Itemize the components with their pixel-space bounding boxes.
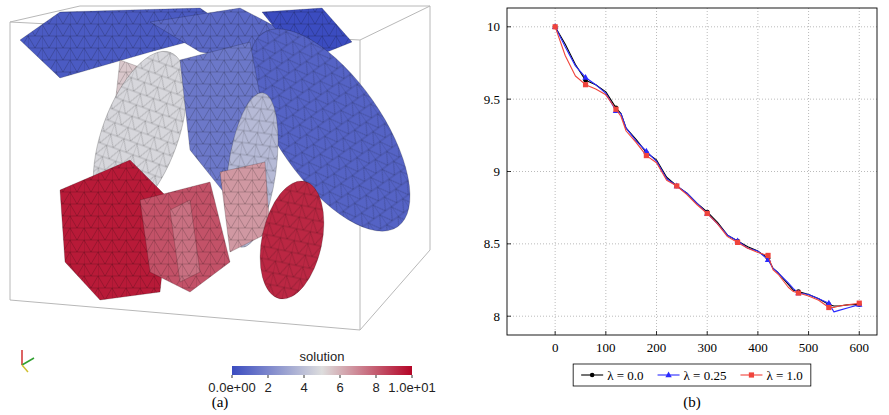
colorbar-tick-label: 0.0e+00 <box>208 380 255 395</box>
x-tick <box>707 331 708 335</box>
x-tick-label: 300 <box>697 340 717 355</box>
series-marker <box>796 290 801 295</box>
series-marker <box>583 82 588 87</box>
y-tick-label: 9 <box>494 164 501 179</box>
axis-glyph <box>22 365 28 372</box>
grid-line <box>808 8 809 335</box>
colorbar-label: solution <box>300 349 345 364</box>
colorbar-tick-label: 6 <box>336 380 343 395</box>
series-marker <box>856 301 862 307</box>
colorbar-tick <box>376 375 377 378</box>
panel-label: (a) <box>212 394 229 411</box>
series-marker <box>735 240 740 245</box>
series-marker <box>552 23 558 29</box>
x-tick <box>757 331 758 335</box>
grid-line <box>707 8 708 335</box>
mesh-panel: solution 0.0e+00 2 4 6 8 1.0e+01 (a) <box>10 4 440 411</box>
series-marker <box>674 182 680 188</box>
legend-label: λ = 0.25 <box>684 368 727 383</box>
series-marker <box>582 74 588 80</box>
figure: solution 0.0e+00 2 4 6 8 1.0e+01 (a) 0 100 200 300 4… <box>0 0 889 415</box>
legend-item: λ = 0.0 <box>581 368 643 383</box>
series-marker <box>613 107 618 112</box>
series-marker <box>826 305 831 310</box>
axis-glyph <box>22 358 34 365</box>
line-panel: 010020030040050060088.599.510λ = 0.0λ = … <box>484 8 877 411</box>
x-tick <box>808 331 809 335</box>
fracture-mesh <box>250 175 334 305</box>
y-tick <box>507 171 511 172</box>
y-tick-label: 10 <box>487 19 500 34</box>
y-tick <box>507 99 511 100</box>
colorbar-tick <box>340 375 341 378</box>
legend-item: λ = 1.0 <box>740 368 802 383</box>
series-line <box>555 27 859 306</box>
colorbar-tick-label: 4 <box>300 380 307 395</box>
plot-area <box>507 8 877 335</box>
legend-item: λ = 0.25 <box>658 368 727 383</box>
series-line <box>555 27 859 308</box>
axis-glyph <box>21 350 23 365</box>
y-tick <box>507 26 511 27</box>
x-tick-label: 500 <box>799 340 819 355</box>
fracture <box>250 175 334 305</box>
colorbar-tick <box>268 375 269 378</box>
series-marker <box>765 253 770 258</box>
colorbar-tick <box>232 375 233 378</box>
grid-line <box>507 243 877 244</box>
legend-marker <box>749 372 754 377</box>
colorbar <box>232 366 412 375</box>
grid-line <box>507 99 877 100</box>
grid-line <box>507 26 877 27</box>
colorbar-tick-label: 2 <box>264 380 271 395</box>
y-tick-label: 9.5 <box>484 92 500 107</box>
series-marker <box>857 301 862 306</box>
series-marker <box>705 211 710 216</box>
x-tick-label: 200 <box>647 340 667 355</box>
grid-line <box>757 8 758 335</box>
series-group <box>552 23 863 312</box>
fracture-mesh <box>170 200 200 282</box>
orientation-axes <box>22 350 34 372</box>
fracture <box>170 200 200 282</box>
colorbar-tick-label: 1.0e+01 <box>388 380 435 395</box>
series-line <box>555 27 859 312</box>
grid-line <box>507 171 877 172</box>
x-tick-label: 400 <box>748 340 768 355</box>
series-marker <box>674 183 679 188</box>
series-marker <box>644 153 649 158</box>
series-marker <box>674 184 679 189</box>
colorbar-tick <box>412 375 413 378</box>
colorbar-tick-label: 8 <box>372 380 379 395</box>
series-marker <box>795 290 801 296</box>
series-marker <box>553 25 558 30</box>
legend-label: λ = 1.0 <box>766 368 802 383</box>
x-tick <box>859 331 860 335</box>
fracture-mesh <box>140 182 230 292</box>
y-tick-label: 8.5 <box>484 236 500 251</box>
legend-marker <box>665 372 671 378</box>
series-marker <box>826 300 832 306</box>
series-marker <box>553 24 558 29</box>
grid-line <box>507 316 877 317</box>
colorbar-tick <box>304 375 305 378</box>
y-tick <box>507 243 511 244</box>
x-tick-label: 600 <box>850 340 870 355</box>
x-tick <box>555 331 556 335</box>
legend-box <box>573 364 811 386</box>
legend-label: λ = 0.0 <box>607 368 643 383</box>
plot-frame <box>507 8 877 335</box>
x-tick-label: 0 <box>552 340 559 355</box>
y-tick-label: 8 <box>494 309 501 324</box>
x-tick-label: 100 <box>596 340 616 355</box>
fracture <box>140 182 230 292</box>
x-tick <box>656 331 657 335</box>
panel-label: (b) <box>683 394 701 411</box>
grid-line <box>656 8 657 335</box>
legend-marker <box>590 373 595 378</box>
y-tick <box>507 316 511 317</box>
legend: λ = 0.0 λ = 0.25 λ = 1.0 <box>573 364 811 386</box>
x-tick <box>605 331 606 335</box>
